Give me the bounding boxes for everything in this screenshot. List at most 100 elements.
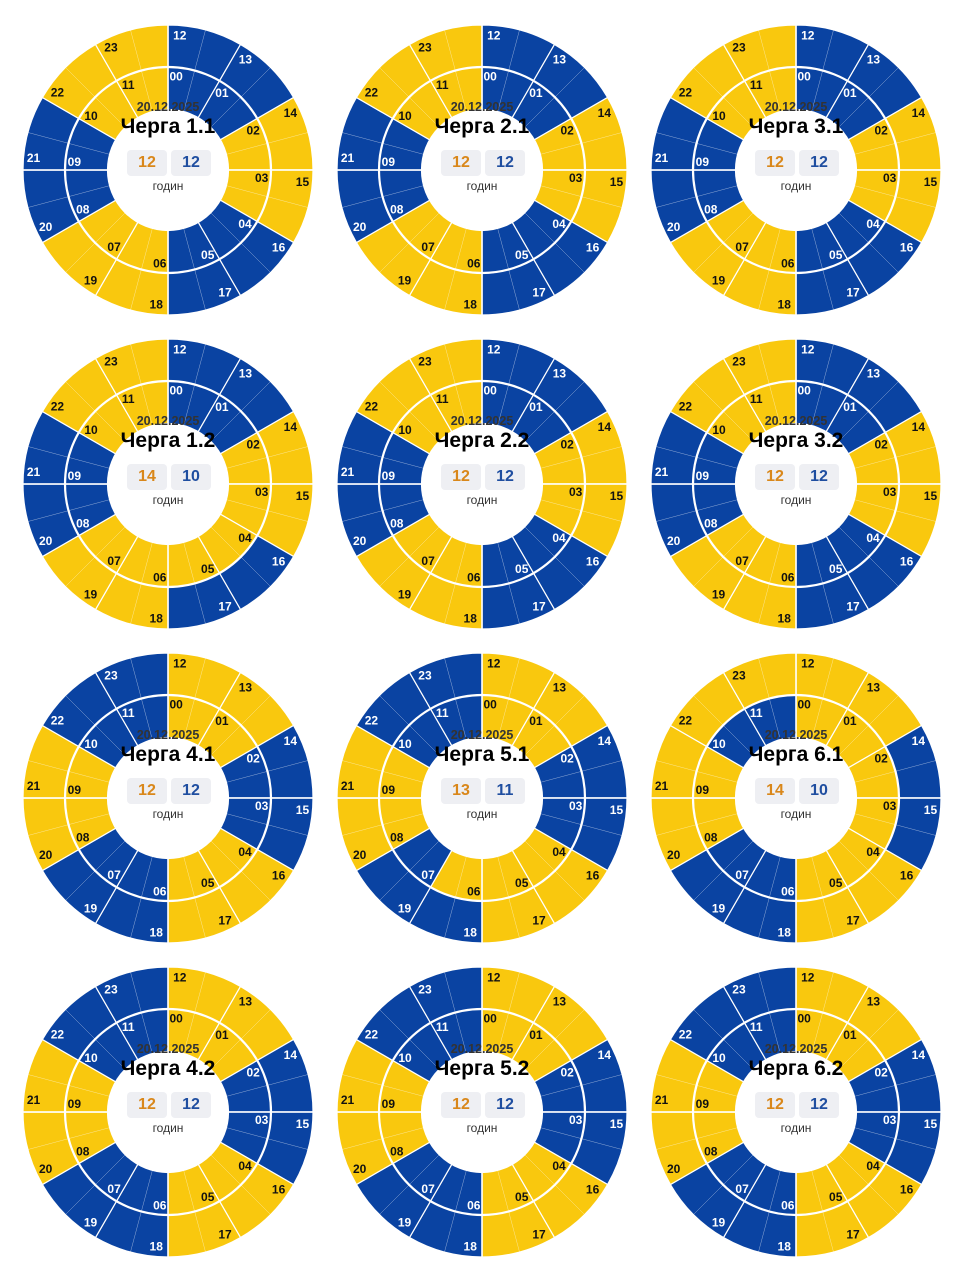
hour-label: 17 — [532, 913, 546, 927]
hour-label: 04 — [866, 845, 880, 859]
hour-label: 02 — [247, 123, 261, 137]
hour-label: 23 — [732, 669, 746, 683]
hour-label: 15 — [924, 175, 938, 189]
half-hour-divider — [444, 1211, 456, 1253]
half-hour-divider — [141, 541, 153, 584]
hour-label: 07 — [735, 240, 749, 254]
hour-label: 11 — [750, 78, 763, 92]
hour-label: 20 — [353, 220, 367, 234]
hour-label: 03 — [883, 799, 897, 813]
hour-label: 10 — [712, 737, 726, 751]
half-hour-divider — [382, 813, 425, 825]
half-hour-divider — [868, 695, 899, 726]
half-hour-divider — [868, 67, 899, 98]
schedule-ring-chart: 12 13 14 15 16 17 18 19 20 21 22 23 00 01 02 03 04 05 06 07… — [650, 966, 942, 1258]
half-hour-divider — [508, 343, 520, 385]
schedule-ring-chart: 12 13 14 15 16 17 18 19 20 21 22 23 00 01 02 03 04 05 06 07… — [336, 338, 628, 630]
hour-label: 00 — [170, 383, 184, 397]
hour-label: 15 — [296, 1117, 310, 1131]
hour-label: 03 — [255, 171, 269, 185]
half-hour-divider — [94, 410, 126, 442]
half-hour-divider — [267, 510, 309, 522]
hour-label: 01 — [843, 714, 857, 728]
hour-label: 03 — [255, 799, 269, 813]
hour-label: 09 — [696, 155, 710, 169]
hour-label: 06 — [153, 1199, 167, 1213]
hour-label: 05 — [515, 562, 529, 576]
hours-unit-label: годин — [466, 1121, 498, 1135]
half-hour-divider — [758, 1211, 770, 1253]
hour-label: 11 — [750, 1020, 763, 1034]
hour-label: 19 — [712, 274, 726, 288]
hour-label: 02 — [247, 437, 261, 451]
center-disc — [109, 739, 227, 857]
hour-label: 15 — [610, 1117, 624, 1131]
half-hour-divider — [194, 29, 206, 71]
hour-label: 13 — [867, 366, 881, 380]
hour-label: 00 — [798, 697, 812, 711]
queue-schedule-card: 12 13 14 15 16 17 18 19 20 21 22 23 00 01 02 03 04 05 06 07… — [334, 22, 630, 318]
power-on-hours-badge: 12 — [441, 1092, 481, 1118]
hours-counts: 12 12 — [432, 150, 532, 176]
hours-unit-label: годин — [780, 493, 812, 507]
queue-schedule-card: 12 13 14 15 16 17 18 19 20 21 22 23 00 01 02 03 04 05 06 07… — [334, 650, 630, 946]
hour-label: 05 — [201, 248, 215, 262]
half-hour-divider — [444, 269, 456, 311]
half-hour-divider — [444, 583, 456, 625]
hour-label: 13 — [239, 366, 253, 380]
hour-label: 14 — [598, 1048, 612, 1062]
half-hour-divider — [27, 1138, 69, 1150]
hour-label: 17 — [532, 285, 546, 299]
hour-label: 06 — [467, 571, 481, 585]
hour-label: 06 — [467, 257, 481, 271]
half-hour-divider — [141, 70, 153, 113]
half-hour-divider — [769, 70, 781, 113]
hour-label: 10 — [398, 737, 412, 751]
hour-label: 01 — [215, 86, 229, 100]
hour-label: 02 — [561, 437, 575, 451]
hour-label: 23 — [732, 983, 746, 997]
hour-label: 14 — [912, 420, 926, 434]
hours-counts: 12 12 — [746, 464, 846, 490]
hour-label: 11 — [750, 392, 763, 406]
hour-label: 12 — [801, 29, 815, 43]
center-disc — [109, 111, 227, 229]
half-hour-divider — [408, 1038, 440, 1070]
hour-label: 02 — [247, 751, 261, 765]
half-hour-divider — [382, 185, 425, 197]
half-hour-divider — [444, 657, 456, 699]
half-hour-divider — [497, 70, 509, 113]
power-on-hours-badge: 13 — [441, 778, 481, 804]
half-hour-divider — [822, 29, 834, 71]
power-off-hours-badge: 12 — [799, 150, 839, 176]
hour-label: 16 — [272, 554, 286, 568]
half-hour-divider — [497, 541, 509, 584]
hour-label: 01 — [529, 714, 543, 728]
half-hour-divider — [210, 526, 242, 558]
half-hour-divider — [581, 446, 623, 458]
hour-label: 11 — [122, 1020, 135, 1034]
hour-label: 16 — [272, 1182, 286, 1196]
half-hour-divider — [722, 1038, 754, 1070]
queue-schedule-card: 12 13 14 15 16 17 18 19 20 21 22 23 00 01 02 03 04 05 06 07… — [20, 964, 316, 1260]
hour-label: 04 — [866, 1159, 880, 1173]
half-hour-divider — [554, 870, 585, 901]
hour-label: 01 — [843, 400, 857, 414]
half-hour-divider — [240, 556, 271, 587]
hour-label: 19 — [84, 1216, 98, 1230]
hour-label: 20 — [667, 848, 681, 862]
half-hour-divider — [444, 971, 456, 1013]
queue-schedule-card: 12 13 14 15 16 17 18 19 20 21 22 23 00 01 02 03 04 05 06 07… — [648, 650, 944, 946]
half-hour-divider — [693, 695, 724, 726]
hour-label: 08 — [390, 831, 404, 845]
hour-label: 22 — [51, 714, 65, 728]
hour-label: 21 — [341, 465, 355, 479]
hours-unit-label: годин — [780, 1121, 812, 1135]
hour-label: 04 — [238, 1159, 252, 1173]
hours-counts: 12 12 — [118, 1092, 218, 1118]
half-hour-divider — [455, 698, 467, 741]
hour-label: 15 — [924, 1117, 938, 1131]
queue-schedule-card: 12 13 14 15 16 17 18 19 20 21 22 23 00 01 02 03 04 05 06 07… — [648, 336, 944, 632]
schedule-date: 20.12.2025 — [764, 728, 828, 742]
hours-counts: 12 12 — [118, 150, 218, 176]
